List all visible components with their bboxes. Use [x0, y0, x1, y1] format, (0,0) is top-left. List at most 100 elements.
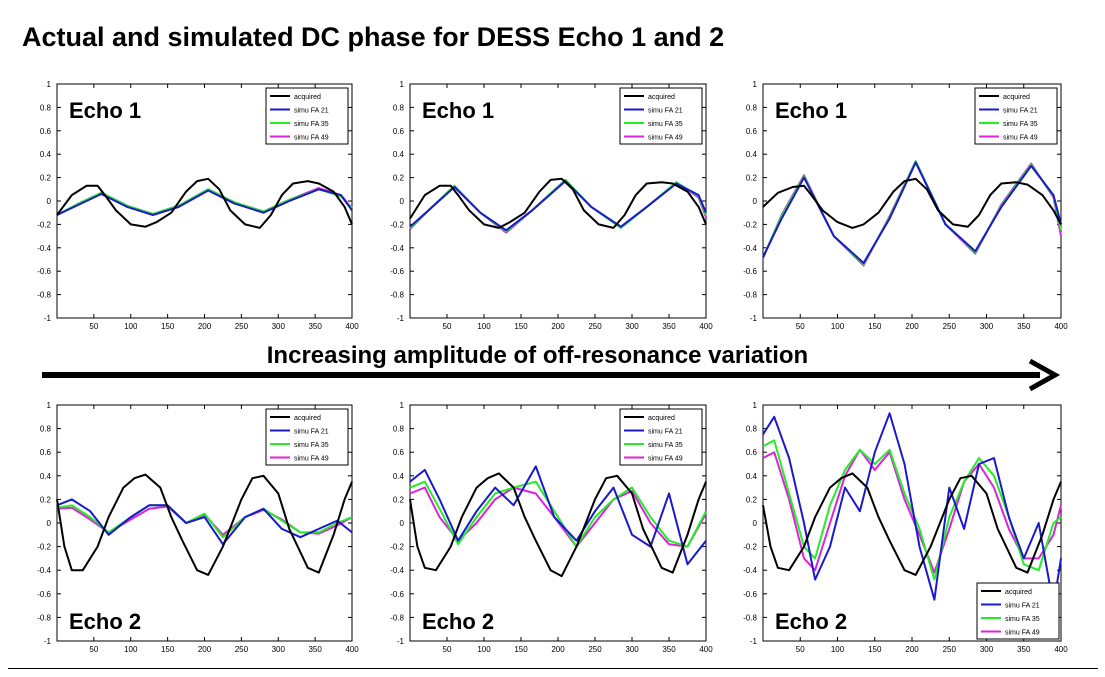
arrow-head — [1028, 358, 1061, 392]
legend-entry: simu FA 21 — [648, 108, 683, 115]
y-tick-label: 0.4 — [40, 150, 52, 159]
echo-label: Echo 1 — [69, 98, 141, 123]
legend-entry: acquired — [1005, 589, 1032, 596]
x-tick-label: 200 — [905, 322, 919, 331]
y-tick-label: -1 — [750, 314, 758, 323]
y-tick-label: -0.6 — [743, 590, 757, 599]
bottom-rule — [8, 668, 1098, 669]
y-tick-label: 0.6 — [40, 448, 52, 457]
y-tick-label: -1 — [44, 314, 52, 323]
x-tick-label: 100 — [831, 645, 845, 654]
y-tick-label: 1 — [400, 80, 405, 89]
y-tick-label: 0.6 — [393, 448, 405, 457]
legend: acquired simu FA 21 simu FA 35 simu FA 49 — [265, 408, 349, 466]
legend-entry: acquired — [294, 94, 321, 101]
y-tick-label: -0.4 — [390, 566, 404, 575]
legend-entry: simu FA 35 — [1003, 121, 1038, 128]
x-tick-label: 100 — [477, 645, 491, 654]
x-tick-label: 300 — [625, 322, 639, 331]
legend-box — [619, 87, 703, 145]
x-tick-label: 100 — [831, 322, 845, 331]
y-tick-label: -0.6 — [743, 267, 757, 276]
x-tick-label: 50 — [443, 322, 452, 331]
x-tick-label: 350 — [1017, 322, 1031, 331]
y-tick-label: 0.4 — [746, 150, 758, 159]
x-tick-label: 350 — [308, 322, 322, 331]
x-tick-label: 300 — [980, 645, 994, 654]
legend-entry: simu FA 49 — [648, 456, 683, 463]
y-tick-label: 0.4 — [40, 472, 52, 481]
y-tick-label: -0.2 — [390, 543, 404, 552]
y-tick-label: -0.8 — [37, 613, 51, 622]
x-tick-label: 300 — [272, 645, 286, 654]
legend-entry: simu FA 35 — [294, 121, 329, 128]
x-tick-label: 350 — [308, 645, 322, 654]
legend-entry: acquired — [1003, 94, 1030, 101]
legend: acquired simu FA 21 simu FA 35 simu FA 49 — [976, 582, 1060, 640]
y-tick-label: -0.2 — [390, 220, 404, 229]
y-tick-label: 0.8 — [746, 103, 758, 112]
y-tick-label: 0.8 — [746, 425, 758, 434]
x-tick-label: 50 — [796, 322, 805, 331]
series-line-simu-fa-35 — [409, 178, 707, 233]
x-tick-label: 50 — [89, 645, 98, 654]
series-line-acquired — [762, 472, 1062, 576]
y-tick-label: -1 — [397, 314, 405, 323]
x-tick-label: 400 — [699, 645, 713, 654]
x-tick-label: 250 — [943, 322, 957, 331]
x-tick-label: 200 — [198, 322, 212, 331]
y-tick-label: 0.6 — [393, 127, 405, 136]
x-tick-label: 250 — [943, 645, 957, 654]
x-tick-label: 250 — [235, 645, 249, 654]
legend-entry: simu FA 21 — [294, 108, 329, 115]
x-tick-label: 250 — [588, 322, 602, 331]
y-tick-label: -0.6 — [37, 267, 51, 276]
legend-box — [265, 408, 349, 466]
echo-label: Echo 2 — [422, 609, 494, 634]
legend-entry: simu FA 35 — [1005, 616, 1040, 623]
legend: acquired simu FA 21 simu FA 35 simu FA 49 — [265, 87, 349, 145]
y-tick-label: 0.8 — [40, 103, 52, 112]
y-tick-label: -0.4 — [37, 244, 51, 253]
x-tick-label: 400 — [1054, 322, 1068, 331]
x-tick-label: 200 — [198, 645, 212, 654]
legend-entry: acquired — [294, 415, 321, 422]
arrow-label: Increasing amplitude of off-resonance va… — [266, 342, 809, 369]
y-tick-label: -0.4 — [743, 244, 757, 253]
echo-label: Echo 2 — [69, 609, 141, 634]
series-line-simu-fa-21 — [762, 161, 1062, 264]
y-tick-label: 0 — [400, 197, 405, 206]
echo-label: Echo 1 — [775, 98, 847, 123]
x-tick-label: 250 — [235, 322, 249, 331]
y-tick-label: 1 — [753, 401, 758, 410]
y-tick-label: -0.4 — [37, 566, 51, 575]
y-tick-label: 0.4 — [393, 472, 405, 481]
x-tick-label: 50 — [89, 322, 98, 331]
y-tick-label: 0.6 — [746, 127, 758, 136]
x-tick-label: 150 — [514, 645, 528, 654]
x-tick-label: 200 — [551, 322, 565, 331]
y-tick-label: 0.2 — [746, 174, 758, 183]
legend-entry: simu FA 35 — [648, 121, 683, 128]
y-tick-label: -0.8 — [743, 291, 757, 300]
y-tick-label: 0.2 — [40, 495, 52, 504]
y-tick-label: 0 — [753, 519, 758, 528]
series-line-simu-fa-21 — [56, 188, 353, 216]
y-tick-label: 0 — [47, 519, 52, 528]
x-tick-label: 300 — [272, 322, 286, 331]
legend-box — [976, 582, 1060, 640]
series-line-simu-fa-21 — [762, 412, 1062, 607]
legend-entry: acquired — [648, 415, 675, 422]
y-tick-label: 1 — [47, 401, 52, 410]
x-tick-label: 400 — [345, 645, 359, 654]
y-tick-label: -0.2 — [743, 220, 757, 229]
y-tick-label: -1 — [750, 637, 758, 646]
y-tick-label: 1 — [47, 80, 52, 89]
y-tick-label: 1 — [753, 80, 758, 89]
arrow — [42, 358, 1061, 392]
y-tick-label: 0.8 — [393, 425, 405, 434]
